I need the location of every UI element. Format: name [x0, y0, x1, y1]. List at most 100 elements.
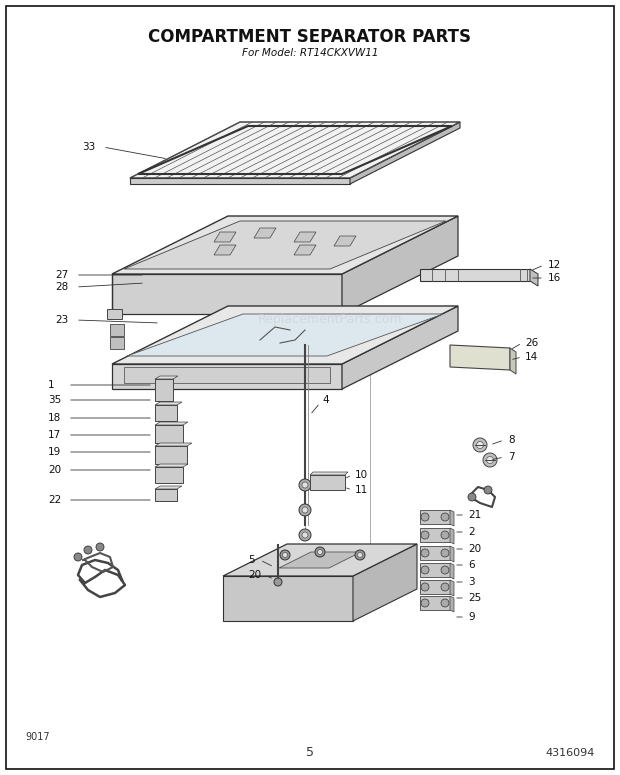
Polygon shape [350, 122, 460, 184]
Circle shape [299, 529, 311, 541]
Polygon shape [420, 563, 450, 577]
Polygon shape [450, 528, 454, 544]
Text: 19: 19 [48, 447, 61, 457]
Text: 23: 23 [55, 315, 68, 325]
Circle shape [355, 550, 365, 560]
Text: 6: 6 [468, 560, 475, 570]
Text: 5: 5 [248, 555, 255, 565]
Polygon shape [310, 472, 348, 475]
Circle shape [421, 549, 429, 557]
Circle shape [483, 453, 497, 467]
Circle shape [302, 532, 308, 538]
Text: 10: 10 [355, 470, 368, 480]
Text: 4316094: 4316094 [546, 748, 595, 758]
Polygon shape [420, 546, 450, 560]
Polygon shape [353, 544, 417, 621]
Polygon shape [155, 376, 178, 379]
Circle shape [299, 504, 311, 516]
Text: 25: 25 [468, 593, 481, 603]
Circle shape [84, 546, 92, 554]
Polygon shape [155, 464, 188, 467]
Circle shape [283, 553, 288, 557]
Text: 16: 16 [548, 273, 561, 283]
Polygon shape [420, 510, 450, 524]
Polygon shape [254, 228, 276, 238]
Circle shape [421, 513, 429, 521]
Circle shape [441, 531, 449, 539]
Polygon shape [155, 486, 182, 489]
Text: 8: 8 [508, 435, 515, 445]
Polygon shape [342, 306, 458, 389]
Text: 27: 27 [55, 270, 68, 280]
Circle shape [441, 566, 449, 574]
Polygon shape [155, 379, 173, 401]
Polygon shape [450, 510, 454, 526]
Circle shape [302, 507, 308, 513]
Polygon shape [112, 306, 458, 364]
Polygon shape [112, 216, 458, 274]
Text: 7: 7 [508, 452, 515, 462]
Polygon shape [127, 314, 443, 356]
Circle shape [280, 550, 290, 560]
Polygon shape [155, 422, 188, 425]
Circle shape [315, 547, 325, 557]
Text: COMPARTMENT SEPARATOR PARTS: COMPARTMENT SEPARATOR PARTS [149, 28, 471, 46]
Text: 14: 14 [525, 352, 538, 362]
Circle shape [441, 599, 449, 607]
Polygon shape [310, 475, 345, 490]
Circle shape [421, 599, 429, 607]
Polygon shape [155, 405, 177, 421]
Circle shape [441, 583, 449, 591]
Circle shape [487, 456, 494, 463]
Polygon shape [450, 345, 510, 370]
Text: 28: 28 [55, 282, 68, 292]
Polygon shape [279, 552, 361, 568]
Text: 12: 12 [548, 260, 561, 270]
Text: 18: 18 [48, 413, 61, 423]
Polygon shape [155, 467, 183, 483]
Polygon shape [124, 221, 446, 269]
Polygon shape [530, 269, 538, 286]
Polygon shape [223, 576, 353, 621]
Circle shape [441, 513, 449, 521]
Text: 20: 20 [48, 465, 61, 475]
Circle shape [441, 549, 449, 557]
Polygon shape [223, 544, 417, 576]
Text: 5: 5 [306, 746, 314, 760]
Polygon shape [155, 443, 192, 446]
Polygon shape [420, 580, 450, 594]
Polygon shape [420, 528, 450, 542]
Circle shape [96, 543, 104, 551]
Polygon shape [450, 596, 454, 612]
Text: 1: 1 [48, 380, 55, 390]
Polygon shape [130, 178, 350, 184]
Circle shape [74, 553, 82, 561]
Polygon shape [450, 580, 454, 596]
Polygon shape [155, 446, 187, 464]
Circle shape [468, 493, 476, 501]
Circle shape [421, 566, 429, 574]
Circle shape [358, 553, 363, 557]
Circle shape [421, 583, 429, 591]
Text: 26: 26 [525, 338, 538, 348]
Polygon shape [294, 245, 316, 255]
Polygon shape [110, 324, 124, 336]
Text: 35: 35 [48, 395, 61, 405]
Text: 11: 11 [355, 485, 368, 495]
Text: 22: 22 [48, 495, 61, 505]
Polygon shape [130, 122, 460, 178]
Text: 20: 20 [248, 570, 261, 580]
Polygon shape [112, 274, 342, 314]
Circle shape [274, 578, 282, 586]
Text: 20: 20 [468, 544, 481, 554]
Text: 21: 21 [468, 510, 481, 520]
Text: 33: 33 [82, 142, 95, 152]
Text: 17: 17 [48, 430, 61, 440]
Polygon shape [420, 269, 530, 281]
Text: 9017: 9017 [25, 732, 50, 742]
Circle shape [299, 479, 311, 491]
Circle shape [473, 438, 487, 452]
Text: 3: 3 [468, 577, 475, 587]
Polygon shape [107, 309, 122, 319]
Polygon shape [450, 563, 454, 579]
